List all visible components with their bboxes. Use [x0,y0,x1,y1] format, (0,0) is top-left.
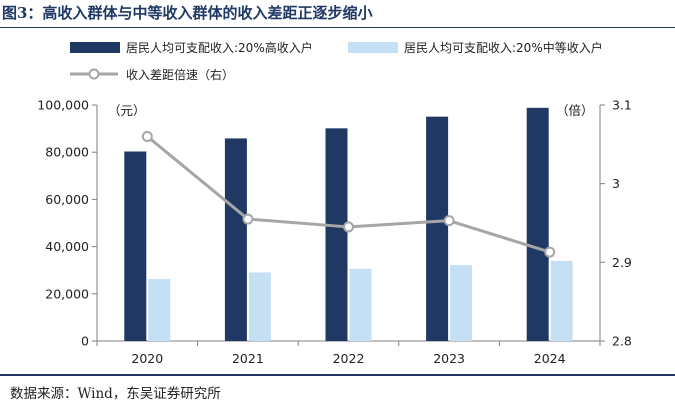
legend-swatch-middle-income [348,42,398,53]
left-tick-label: 0 [81,334,89,349]
title-bar: 图3：高收入群体与中等收入群体的收入差距正逐步缩小 [0,0,675,28]
left-axis-unit: （元） [108,103,146,118]
right-axis-ticks: 2.8 2.9 3 3.1 [600,98,632,349]
x-tick-label: 2021 [232,351,264,366]
left-tick-label: 40,000 [45,239,89,254]
left-axis-ticks: 0 20,000 40,000 60,000 80,000 100,000 [37,98,97,349]
gap-ratio-polyline [146,135,551,254]
gap-ratio-point [242,213,254,225]
bar-high-income [224,138,247,341]
x-tick-label: 2022 [333,351,365,366]
left-tick-label: 80,000 [45,145,89,160]
legend-label-gap-ratio: 收入差距倍速（右） [126,67,234,82]
bar-middle-income [450,265,473,341]
x-tick-label: 2023 [433,351,465,366]
bar-middle-income [148,279,171,341]
bar-middle-income [349,268,372,341]
gap-ratio-point [141,130,153,142]
legend-label-high-income: 居民人均可支配收入:20%高收入户 [126,40,313,55]
left-tick-label: 100,000 [37,98,89,113]
bar-high-income [124,151,147,341]
bar-high-income [426,116,449,341]
x-tick-label: 2024 [534,351,566,366]
bars [124,107,573,341]
x-axis-ticks: 2020 2021 2022 2023 2024 [96,341,601,366]
gap-ratio-point [544,246,556,258]
bar-high-income [526,107,549,341]
right-axis-unit: （倍） [556,103,594,118]
right-tick-label: 2.9 [612,255,632,270]
figure-title: 图3：高收入群体与中等收入群体的收入差距正逐步缩小 [2,4,373,22]
legend-swatch-high-income [70,42,120,53]
left-tick-label: 60,000 [45,192,89,207]
left-tick-label: 20,000 [45,286,89,301]
x-tick-label: 2020 [131,351,163,366]
legend-marker-gap-ratio [88,68,100,80]
bar-middle-income [550,260,573,341]
legend-label-middle-income: 居民人均可支配收入:20%中等收入户 [404,40,603,55]
right-tick-label: 2.8 [612,334,632,349]
chart: 居民人均可支配收入:20%高收入户 居民人均可支配收入:20%中等收入户 收入差… [37,40,632,366]
gap-ratio-point [443,215,455,227]
source-rule [0,374,675,376]
bar-high-income [325,128,348,341]
legend: 居民人均可支配收入:20%高收入户 居民人均可支配收入:20%中等收入户 收入差… [70,40,603,82]
source-note: 数据来源：Wind，东吴证券研究所 [10,386,221,402]
right-tick-label: 3 [612,176,620,191]
axes [96,105,601,342]
right-tick-label: 3.1 [612,98,632,113]
gap-ratio-point [343,221,354,233]
bar-middle-income [248,272,271,341]
gap-ratio-line [141,130,556,258]
